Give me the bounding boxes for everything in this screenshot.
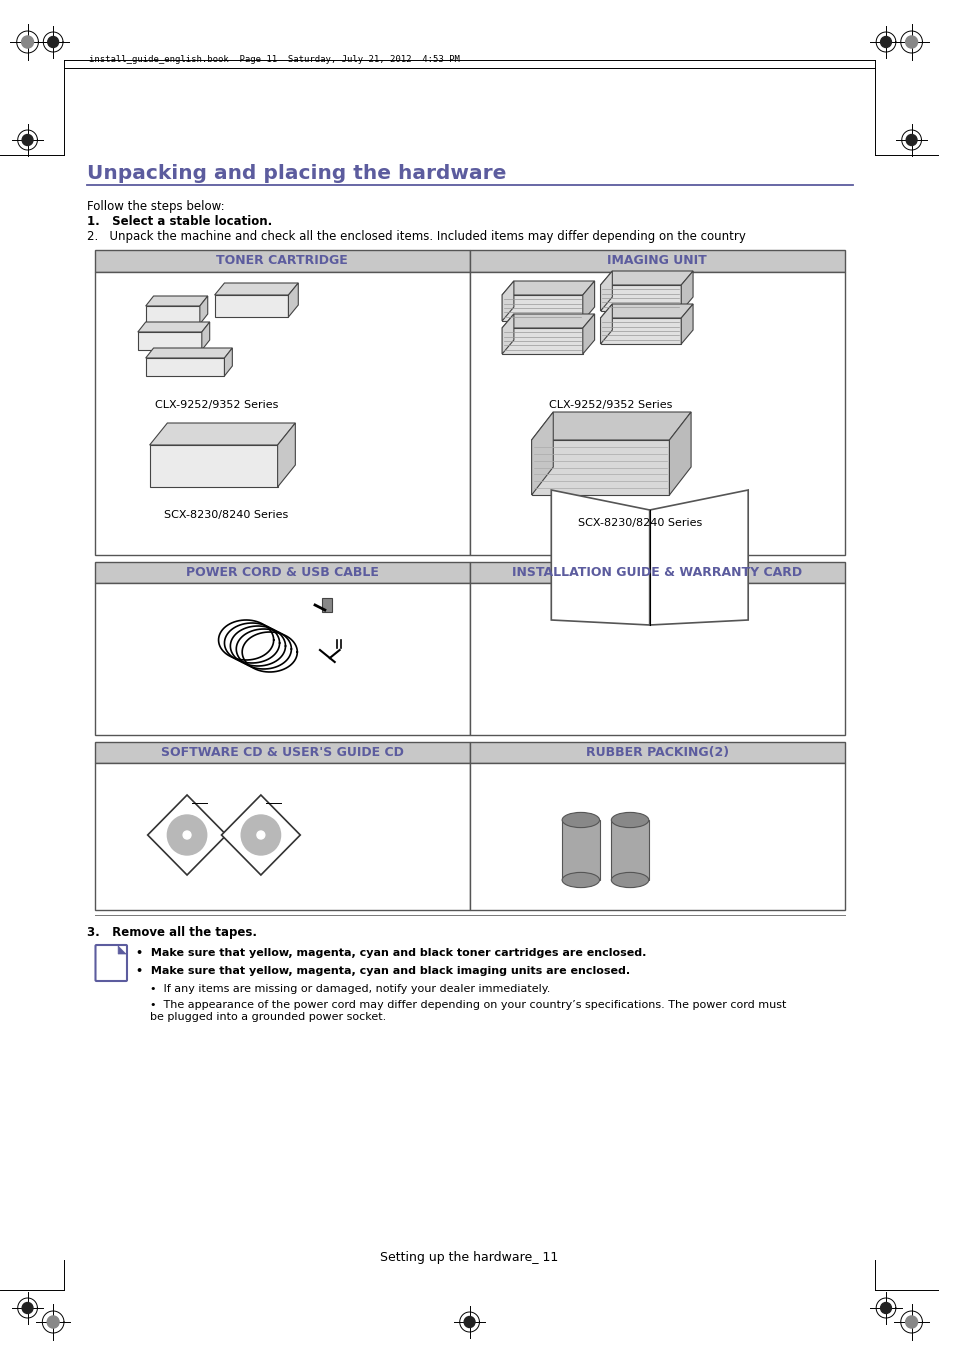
Circle shape bbox=[167, 815, 207, 855]
Ellipse shape bbox=[561, 872, 598, 887]
Polygon shape bbox=[599, 271, 692, 285]
Circle shape bbox=[241, 815, 280, 855]
Text: IMAGING UNIT: IMAGING UNIT bbox=[607, 255, 706, 267]
Polygon shape bbox=[501, 315, 594, 328]
Text: 1.   Select a stable location.: 1. Select a stable location. bbox=[87, 215, 272, 228]
Polygon shape bbox=[214, 284, 298, 296]
Polygon shape bbox=[531, 412, 690, 440]
Polygon shape bbox=[531, 412, 553, 495]
Circle shape bbox=[47, 1316, 59, 1328]
Ellipse shape bbox=[561, 813, 598, 828]
Polygon shape bbox=[221, 795, 300, 875]
Polygon shape bbox=[501, 281, 594, 296]
Bar bbox=[321, 598, 332, 612]
Polygon shape bbox=[599, 304, 692, 319]
Text: CLX-9252/9352 Series: CLX-9252/9352 Series bbox=[154, 400, 278, 410]
Polygon shape bbox=[288, 284, 298, 317]
Polygon shape bbox=[680, 271, 692, 310]
Polygon shape bbox=[680, 304, 692, 344]
Circle shape bbox=[22, 135, 33, 146]
Text: •  Make sure that yellow, magenta, cyan and black toner cartridges are enclosed.: • Make sure that yellow, magenta, cyan a… bbox=[135, 948, 645, 958]
Bar bbox=[94, 763, 469, 910]
Polygon shape bbox=[146, 358, 224, 377]
Polygon shape bbox=[202, 323, 210, 350]
Text: 2.   Unpack the machine and check all the enclosed items. Included items may dif: 2. Unpack the machine and check all the … bbox=[87, 230, 744, 243]
Circle shape bbox=[464, 1316, 475, 1327]
Circle shape bbox=[880, 1303, 890, 1314]
Circle shape bbox=[904, 1316, 917, 1328]
Polygon shape bbox=[501, 328, 582, 354]
Polygon shape bbox=[599, 319, 680, 344]
Polygon shape bbox=[669, 412, 690, 495]
Polygon shape bbox=[551, 490, 649, 625]
Polygon shape bbox=[649, 490, 747, 625]
Polygon shape bbox=[501, 315, 514, 354]
Bar bbox=[469, 743, 843, 763]
Polygon shape bbox=[146, 348, 233, 358]
Text: Follow the steps below:: Follow the steps below: bbox=[87, 200, 224, 213]
Bar bbox=[469, 583, 843, 734]
Polygon shape bbox=[214, 296, 288, 317]
Text: SOFTWARE CD & USER'S GUIDE CD: SOFTWARE CD & USER'S GUIDE CD bbox=[160, 747, 403, 759]
Bar bbox=[94, 743, 469, 763]
Polygon shape bbox=[150, 446, 277, 487]
Text: install_guide_english.book  Page 11  Saturday, July 21, 2012  4:53 PM: install_guide_english.book Page 11 Satur… bbox=[89, 55, 459, 63]
Polygon shape bbox=[599, 285, 680, 310]
Polygon shape bbox=[531, 440, 669, 495]
Polygon shape bbox=[199, 296, 208, 324]
Circle shape bbox=[22, 36, 33, 49]
Bar bbox=[94, 271, 469, 555]
Polygon shape bbox=[582, 315, 594, 354]
Text: 3.   Remove all the tapes.: 3. Remove all the tapes. bbox=[87, 926, 256, 940]
Text: •  If any items are missing or damaged, notify your dealer immediately.: • If any items are missing or damaged, n… bbox=[150, 984, 550, 994]
Bar bbox=[469, 271, 843, 555]
Text: RUBBER PACKING(2): RUBBER PACKING(2) bbox=[585, 747, 728, 759]
Circle shape bbox=[880, 36, 890, 47]
Circle shape bbox=[905, 135, 916, 146]
Bar bbox=[94, 250, 469, 271]
Bar bbox=[94, 583, 469, 734]
Text: TONER CARTRIDGE: TONER CARTRIDGE bbox=[216, 255, 348, 267]
Bar bbox=[94, 562, 469, 583]
Polygon shape bbox=[582, 281, 594, 321]
Polygon shape bbox=[150, 423, 295, 446]
Text: Setting up the hardware_ 11: Setting up the hardware_ 11 bbox=[380, 1251, 558, 1265]
Bar bbox=[561, 819, 598, 880]
Text: Unpacking and placing the hardware: Unpacking and placing the hardware bbox=[87, 163, 505, 184]
Polygon shape bbox=[277, 423, 295, 487]
Circle shape bbox=[183, 832, 191, 838]
Circle shape bbox=[48, 36, 58, 47]
Bar bbox=[611, 819, 648, 880]
Polygon shape bbox=[118, 946, 126, 954]
Circle shape bbox=[904, 36, 917, 49]
Polygon shape bbox=[224, 348, 233, 377]
Polygon shape bbox=[599, 304, 612, 344]
Polygon shape bbox=[146, 306, 199, 324]
Text: SCX-8230/8240 Series: SCX-8230/8240 Series bbox=[164, 510, 288, 520]
Text: POWER CORD & USB CABLE: POWER CORD & USB CABLE bbox=[186, 566, 378, 579]
Polygon shape bbox=[137, 323, 210, 332]
Bar bbox=[469, 250, 843, 271]
Bar bbox=[469, 562, 843, 583]
Polygon shape bbox=[146, 296, 208, 306]
Polygon shape bbox=[501, 281, 514, 321]
Polygon shape bbox=[148, 795, 226, 875]
Text: INSTALLATION GUIDE & WARRANTY CARD: INSTALLATION GUIDE & WARRANTY CARD bbox=[512, 566, 801, 579]
Text: •  Make sure that yellow, magenta, cyan and black imaging units are enclosed.: • Make sure that yellow, magenta, cyan a… bbox=[135, 967, 629, 976]
Circle shape bbox=[256, 832, 265, 838]
Polygon shape bbox=[599, 271, 612, 310]
Polygon shape bbox=[137, 332, 202, 350]
Polygon shape bbox=[501, 296, 582, 321]
Text: •  The appearance of the power cord may differ depending on your country’s speci: • The appearance of the power cord may d… bbox=[150, 1000, 785, 1022]
Text: CLX-9252/9352 Series: CLX-9252/9352 Series bbox=[548, 400, 671, 410]
Ellipse shape bbox=[611, 813, 648, 828]
Circle shape bbox=[22, 1303, 33, 1314]
Text: SCX-8230/8240 Series: SCX-8230/8240 Series bbox=[578, 518, 701, 528]
Bar bbox=[469, 763, 843, 910]
Ellipse shape bbox=[611, 872, 648, 887]
FancyBboxPatch shape bbox=[95, 945, 127, 981]
